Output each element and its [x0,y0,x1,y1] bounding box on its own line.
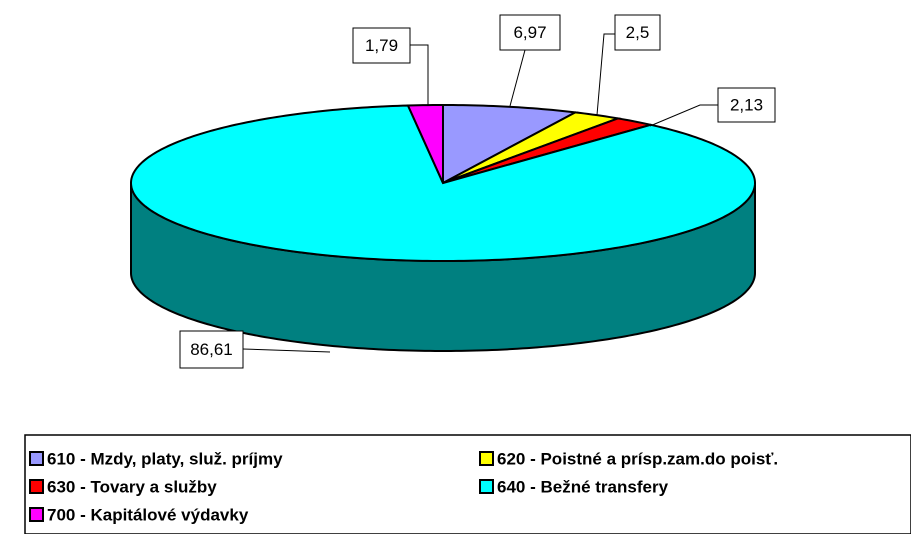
leader-line [596,33,615,116]
data-label: 6,97 [513,23,546,42]
pie-slice [442,111,622,184]
data-label: 2,5 [626,23,650,42]
pie-slice [130,104,756,263]
pie-slice [442,117,652,184]
legend-label: 610 - Mzdy, platy, služ. príjmy [47,449,283,468]
legend-box [24,434,911,534]
pie-slice [442,103,579,185]
legend-label: 630 - Tovary a služby [47,477,217,496]
legend-label: 640 - Bežné transfery [497,477,669,496]
legend-label: 620 - Poistné a prísp.zam.do poisť. [497,449,778,468]
label-box [499,14,561,51]
pie-slice [406,103,444,184]
leader-line [509,49,526,107]
label-box [717,87,776,123]
legend-swatch [29,507,44,522]
legend-swatch [29,479,44,494]
data-label: 2,13 [730,95,763,114]
label-box [614,14,661,51]
leader-line [649,104,718,127]
data-label: 1,79 [365,36,398,55]
legend-swatch [479,479,494,494]
legend-label: 700 - Kapitálové výdavky [47,505,249,524]
data-label: 86,61 [190,340,233,359]
leader-line [410,44,429,106]
legend-swatch [479,451,494,466]
legend-swatch [29,451,44,466]
label-box [179,330,244,369]
label-box [352,27,411,64]
leader-line [242,348,331,353]
